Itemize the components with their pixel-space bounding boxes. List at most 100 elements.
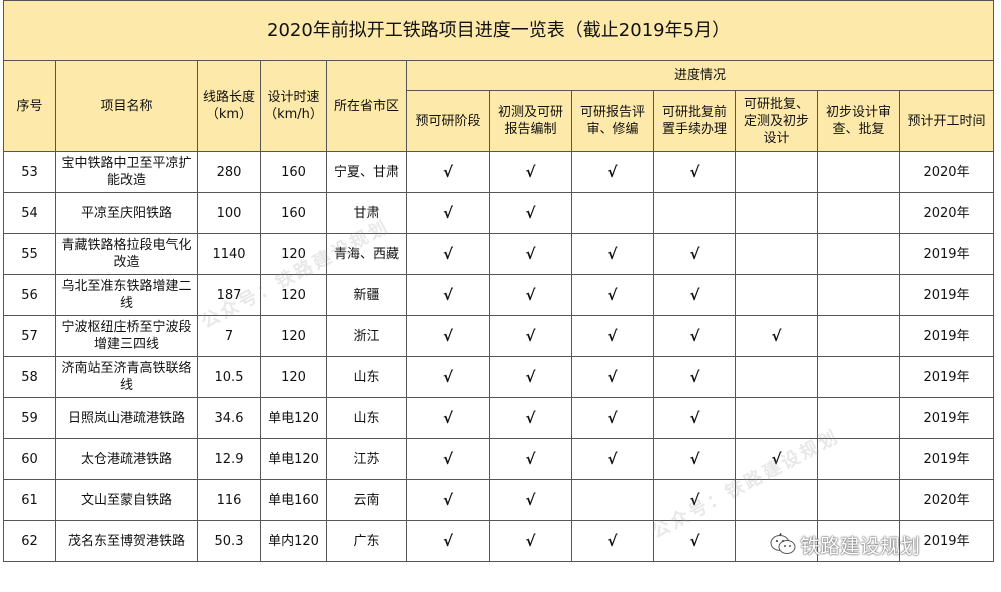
header-stage-5: 可研批复、定测及初步设计 xyxy=(735,90,818,152)
row-length: 7 xyxy=(197,315,261,357)
row-speed: 单内120 xyxy=(260,520,327,562)
row-stage-6-check xyxy=(817,274,900,316)
row-stage-2-check: √ xyxy=(489,397,572,439)
row-stage-6-check xyxy=(817,397,900,439)
row-stage-1-check: √ xyxy=(406,151,490,193)
row-province: 山东 xyxy=(326,397,407,439)
row-stage-1-check: √ xyxy=(406,356,490,398)
row-stage-2-check: √ xyxy=(489,520,572,562)
row-stage-4-check: √ xyxy=(653,233,736,275)
row-speed: 120 xyxy=(260,274,327,316)
row-stage-4-check: √ xyxy=(653,520,736,562)
row-index: 62 xyxy=(3,520,56,562)
row-start-time: 2019年 xyxy=(898,438,995,480)
row-stage-5-check xyxy=(735,192,818,234)
row-province: 新疆 xyxy=(326,274,407,316)
row-stage-3-check xyxy=(571,479,654,521)
header-progress-group: 进度情况 xyxy=(405,60,995,91)
row-stage-3-check: √ xyxy=(571,397,654,439)
row-stage-5-check xyxy=(735,356,818,398)
table-row: 62 茂名东至博贺港铁路 50.3 单内120 广东 √ √ √ √ √ 2019年 xyxy=(3,520,995,562)
row-start-time: 2019年 xyxy=(898,397,995,439)
row-index: 54 xyxy=(3,192,56,234)
row-start-time: 2019年 xyxy=(898,233,995,275)
row-speed: 160 xyxy=(260,192,327,234)
row-stage-6-check xyxy=(817,315,900,357)
row-stage-5-check: √ xyxy=(735,438,818,480)
row-stage-4-check: √ xyxy=(653,438,736,480)
row-project-name: 宝中铁路中卫至平凉扩能改造 xyxy=(55,151,198,193)
row-province: 云南 xyxy=(326,479,407,521)
table-row: 57 宁波枢纽庄桥至宁波段增建三四线 7 120 浙江 √ √ √ √ √ 2019年 xyxy=(3,315,995,357)
row-project-name: 茂名东至博贺港铁路 xyxy=(55,520,198,562)
row-start-time: 2020年 xyxy=(898,479,995,521)
row-length: 280 xyxy=(197,151,261,193)
row-speed: 单电160 xyxy=(260,479,327,521)
row-length: 50.3 xyxy=(197,520,261,562)
header-index: 序号 xyxy=(3,60,56,152)
row-index: 55 xyxy=(3,233,56,275)
row-stage-5-check: √ xyxy=(735,520,818,562)
row-start-time: 2019年 xyxy=(898,520,995,562)
row-stage-1-check: √ xyxy=(406,274,490,316)
row-stage-2-check: √ xyxy=(489,315,572,357)
row-stage-4-check: √ xyxy=(653,479,736,521)
row-stage-1-check: √ xyxy=(406,479,490,521)
row-stage-3-check: √ xyxy=(571,233,654,275)
table-row: 59 日照岚山港疏港铁路 34.6 单电120 山东 √ √ √ √ 2019年 xyxy=(3,397,995,439)
row-stage-6-check xyxy=(817,479,900,521)
table-row: 53 宝中铁路中卫至平凉扩能改造 280 160 宁夏、甘肃 √ √ √ √ 2020年 xyxy=(3,151,995,193)
table-row: 54 平凉至庆阳铁路 100 160 甘肃 √ √ 2020年 xyxy=(3,192,995,234)
row-speed: 120 xyxy=(260,233,327,275)
row-project-name: 太仓港疏港铁路 xyxy=(55,438,198,480)
row-stage-1-check: √ xyxy=(406,520,490,562)
row-speed: 120 xyxy=(260,356,327,398)
header-speed: 设计时速（km/h） xyxy=(260,60,327,152)
row-speed: 单电120 xyxy=(260,397,327,439)
row-project-name: 日照岚山港疏港铁路 xyxy=(55,397,198,439)
row-length: 34.6 xyxy=(197,397,261,439)
row-stage-5-check xyxy=(735,233,818,275)
row-length: 116 xyxy=(197,479,261,521)
row-project-name: 宁波枢纽庄桥至宁波段增建三四线 xyxy=(55,315,198,357)
row-project-name: 平凉至庆阳铁路 xyxy=(55,192,198,234)
header-start-time: 预计开工时间 xyxy=(898,90,995,152)
row-province: 宁夏、甘肃 xyxy=(326,151,407,193)
row-project-name: 济南站至济青高铁联络线 xyxy=(55,356,198,398)
row-speed: 120 xyxy=(260,315,327,357)
row-stage-2-check: √ xyxy=(489,438,572,480)
header-province: 所在省市区 xyxy=(326,60,407,152)
row-stage-1-check: √ xyxy=(406,192,490,234)
row-stage-6-check xyxy=(817,233,900,275)
row-project-name: 乌北至准东铁路增建二线 xyxy=(55,274,198,316)
header-stage-1: 预可研阶段 xyxy=(406,90,490,152)
header-length: 线路长度（km） xyxy=(197,60,261,152)
row-stage-5-check: √ xyxy=(735,315,818,357)
row-stage-5-check xyxy=(735,274,818,316)
row-stage-6-check xyxy=(817,520,900,562)
row-province: 广东 xyxy=(326,520,407,562)
row-stage-2-check: √ xyxy=(489,192,572,234)
header-stage-2: 初测及可研报告编制 xyxy=(489,90,572,152)
header-stage-3: 可研报告评审、修编 xyxy=(571,90,654,152)
progress-table: 2020年前拟开工铁路项目进度一览表（截止2019年5月） 序号 项目名称 线路… xyxy=(2,0,995,562)
row-stage-2-check: √ xyxy=(489,151,572,193)
table-row: 60 太仓港疏港铁路 12.9 单电120 江苏 √ √ √ √ √ 2019年 xyxy=(3,438,995,480)
row-province: 青海、西藏 xyxy=(326,233,407,275)
row-province: 甘肃 xyxy=(326,192,407,234)
table-row: 61 文山至蒙自铁路 116 单电160 云南 √ √ √ 2020年 xyxy=(3,479,995,521)
row-stage-4-check xyxy=(653,192,736,234)
row-speed: 160 xyxy=(260,151,327,193)
row-stage-2-check: √ xyxy=(489,479,572,521)
row-start-time: 2020年 xyxy=(898,151,995,193)
row-index: 61 xyxy=(3,479,56,521)
row-stage-1-check: √ xyxy=(406,438,490,480)
row-project-name: 青藏铁路格拉段电气化改造 xyxy=(55,233,198,275)
row-stage-4-check: √ xyxy=(653,397,736,439)
row-stage-2-check: √ xyxy=(489,233,572,275)
row-index: 53 xyxy=(3,151,56,193)
row-stage-4-check: √ xyxy=(653,274,736,316)
row-index: 57 xyxy=(3,315,56,357)
table-row: 58 济南站至济青高铁联络线 10.5 120 山东 √ √ √ √ 2019年 xyxy=(3,356,995,398)
row-index: 56 xyxy=(3,274,56,316)
